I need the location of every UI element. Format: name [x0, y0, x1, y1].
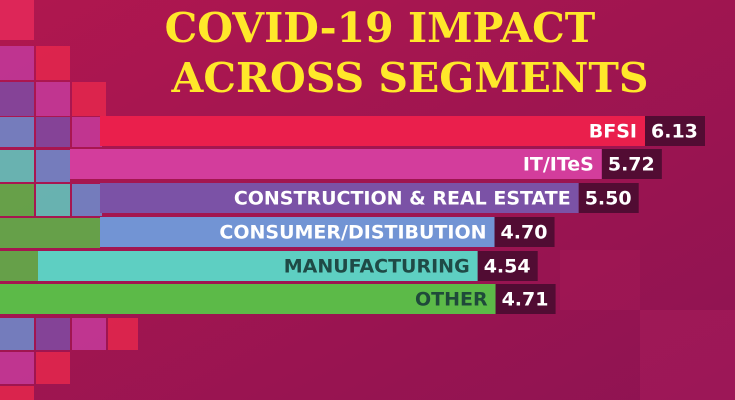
- category-label: BFSI: [589, 121, 637, 143]
- bar: [0, 284, 496, 314]
- value-box: [578, 183, 639, 213]
- value-box: [601, 149, 662, 179]
- value-box: [645, 116, 705, 146]
- title-line: ACROSS SEGMENTS: [171, 54, 649, 102]
- category-label: OTHER: [415, 289, 488, 311]
- value-label: 6.13: [651, 121, 698, 143]
- category-label: CONSUMER/DISTIBUTION: [219, 222, 486, 244]
- bar: [38, 251, 478, 281]
- category-label: IT/ITeS: [523, 154, 594, 176]
- value-label: 4.71: [502, 289, 549, 311]
- value-label: 4.70: [501, 222, 548, 244]
- bar: [100, 183, 579, 213]
- bar: [100, 217, 495, 247]
- value-box: [495, 284, 556, 314]
- value-box: [494, 217, 555, 247]
- bar: [70, 149, 602, 179]
- value-label: 4.54: [484, 256, 531, 278]
- category-label: MANUFACTURING: [284, 256, 470, 278]
- bar: [100, 116, 645, 146]
- value-label: 5.50: [585, 188, 632, 210]
- value-box: [477, 251, 538, 281]
- value-label: 5.72: [608, 154, 655, 176]
- title-line: COVID-19 IMPACT: [165, 4, 596, 52]
- category-label: CONSTRUCTION & REAL ESTATE: [234, 188, 571, 210]
